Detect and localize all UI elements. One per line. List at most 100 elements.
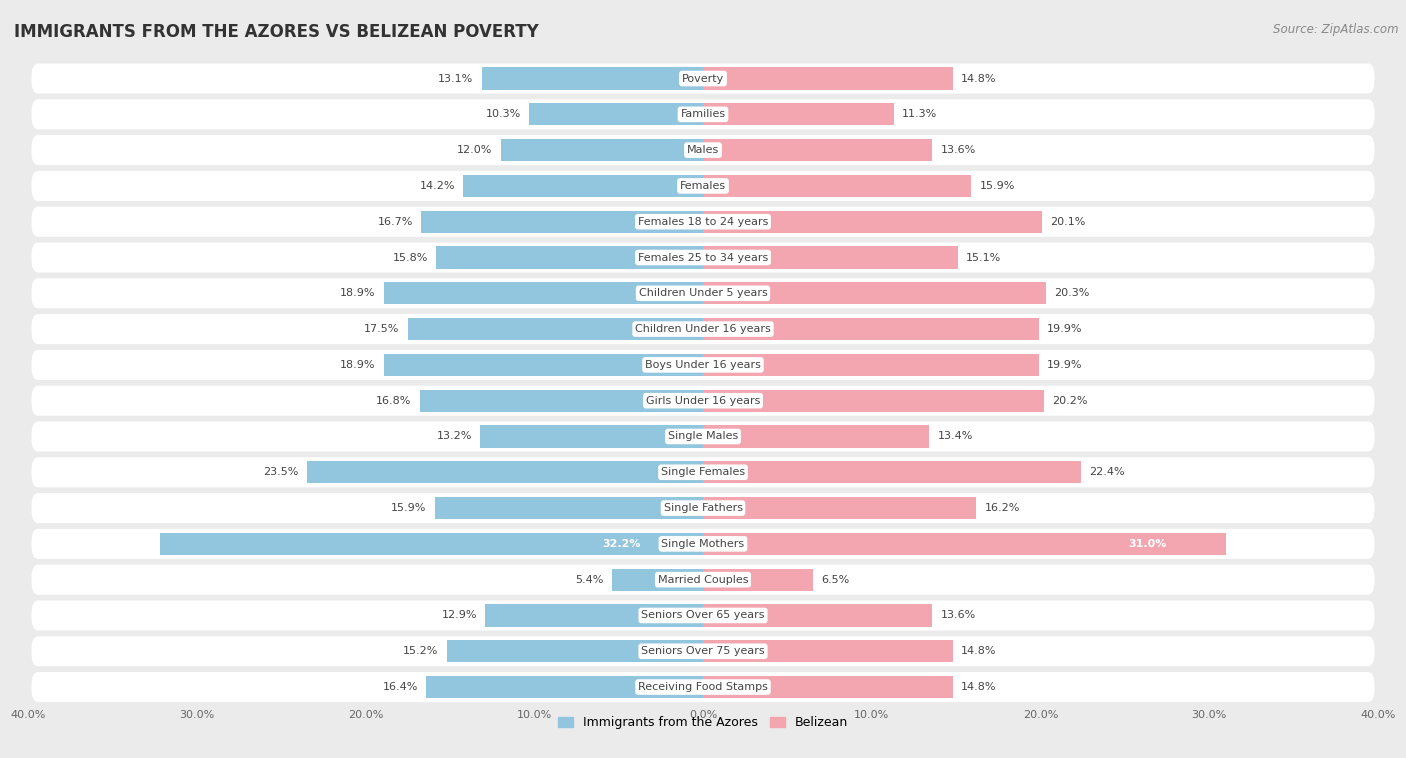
- Bar: [481, 425, 703, 447]
- Bar: [703, 318, 1039, 340]
- Text: 12.0%: 12.0%: [457, 145, 492, 155]
- Bar: [408, 318, 703, 340]
- Text: 14.8%: 14.8%: [962, 647, 997, 656]
- Bar: [307, 461, 703, 484]
- Text: 15.9%: 15.9%: [391, 503, 426, 513]
- FancyBboxPatch shape: [31, 243, 1375, 273]
- Text: Seniors Over 65 years: Seniors Over 65 years: [641, 610, 765, 621]
- Text: 11.3%: 11.3%: [903, 109, 938, 119]
- FancyBboxPatch shape: [31, 64, 1375, 93]
- Text: Girls Under 16 years: Girls Under 16 years: [645, 396, 761, 406]
- Legend: Immigrants from the Azores, Belizean: Immigrants from the Azores, Belizean: [553, 711, 853, 735]
- FancyBboxPatch shape: [31, 314, 1375, 344]
- Bar: [703, 282, 1046, 305]
- Text: Children Under 16 years: Children Under 16 years: [636, 324, 770, 334]
- Text: 16.7%: 16.7%: [377, 217, 413, 227]
- Text: 20.2%: 20.2%: [1052, 396, 1088, 406]
- Text: Seniors Over 75 years: Seniors Over 75 years: [641, 647, 765, 656]
- Text: Single Males: Single Males: [668, 431, 738, 441]
- Text: 18.9%: 18.9%: [340, 288, 375, 299]
- FancyBboxPatch shape: [31, 600, 1375, 631]
- Text: 15.1%: 15.1%: [966, 252, 1001, 262]
- FancyBboxPatch shape: [31, 672, 1375, 702]
- Text: 6.5%: 6.5%: [821, 575, 849, 584]
- FancyBboxPatch shape: [31, 457, 1375, 487]
- Text: 13.6%: 13.6%: [941, 610, 976, 621]
- Bar: [703, 641, 953, 662]
- Text: 32.2%: 32.2%: [602, 539, 641, 549]
- Text: 23.5%: 23.5%: [263, 467, 298, 478]
- Bar: [422, 211, 703, 233]
- Bar: [485, 604, 703, 627]
- Bar: [703, 461, 1081, 484]
- Text: 13.2%: 13.2%: [436, 431, 472, 441]
- Text: Children Under 5 years: Children Under 5 years: [638, 288, 768, 299]
- Text: Single Mothers: Single Mothers: [661, 539, 745, 549]
- Bar: [703, 354, 1039, 376]
- FancyBboxPatch shape: [31, 529, 1375, 559]
- FancyBboxPatch shape: [31, 421, 1375, 452]
- FancyBboxPatch shape: [31, 565, 1375, 595]
- Bar: [464, 175, 703, 197]
- Text: 17.5%: 17.5%: [364, 324, 399, 334]
- Bar: [501, 139, 703, 161]
- Bar: [703, 67, 953, 89]
- FancyBboxPatch shape: [31, 636, 1375, 666]
- Bar: [703, 676, 953, 698]
- FancyBboxPatch shape: [31, 171, 1375, 201]
- Text: 13.1%: 13.1%: [439, 74, 474, 83]
- FancyBboxPatch shape: [31, 135, 1375, 165]
- FancyBboxPatch shape: [31, 493, 1375, 523]
- Text: 14.2%: 14.2%: [419, 181, 456, 191]
- Text: Families: Families: [681, 109, 725, 119]
- Bar: [703, 103, 894, 125]
- Text: 13.6%: 13.6%: [941, 145, 976, 155]
- FancyBboxPatch shape: [31, 207, 1375, 236]
- Text: IMMIGRANTS FROM THE AZORES VS BELIZEAN POVERTY: IMMIGRANTS FROM THE AZORES VS BELIZEAN P…: [14, 23, 538, 41]
- Text: Poverty: Poverty: [682, 74, 724, 83]
- Bar: [703, 139, 932, 161]
- Text: 20.1%: 20.1%: [1050, 217, 1085, 227]
- Text: Married Couples: Married Couples: [658, 575, 748, 584]
- Text: 19.9%: 19.9%: [1047, 324, 1083, 334]
- Bar: [612, 568, 703, 590]
- Text: 16.8%: 16.8%: [375, 396, 411, 406]
- Text: Single Fathers: Single Fathers: [664, 503, 742, 513]
- Bar: [703, 175, 972, 197]
- Bar: [703, 604, 932, 627]
- Text: 31.0%: 31.0%: [1129, 539, 1167, 549]
- Bar: [447, 641, 703, 662]
- Bar: [482, 67, 703, 89]
- Bar: [426, 676, 703, 698]
- FancyBboxPatch shape: [31, 350, 1375, 380]
- FancyBboxPatch shape: [31, 278, 1375, 309]
- Text: 12.9%: 12.9%: [441, 610, 477, 621]
- Text: 16.2%: 16.2%: [984, 503, 1021, 513]
- Text: 19.9%: 19.9%: [1047, 360, 1083, 370]
- Text: 14.8%: 14.8%: [962, 74, 997, 83]
- Bar: [703, 568, 813, 590]
- Bar: [703, 246, 957, 268]
- Bar: [703, 533, 1226, 555]
- Text: Single Females: Single Females: [661, 467, 745, 478]
- Bar: [703, 390, 1043, 412]
- Text: 22.4%: 22.4%: [1090, 467, 1125, 478]
- Text: 18.9%: 18.9%: [340, 360, 375, 370]
- Text: Males: Males: [688, 145, 718, 155]
- Bar: [384, 282, 703, 305]
- Bar: [703, 497, 976, 519]
- Bar: [160, 533, 703, 555]
- Bar: [703, 211, 1042, 233]
- Text: 10.3%: 10.3%: [485, 109, 520, 119]
- Text: 20.3%: 20.3%: [1054, 288, 1090, 299]
- Text: 14.8%: 14.8%: [962, 682, 997, 692]
- Text: 5.4%: 5.4%: [575, 575, 603, 584]
- Text: 15.9%: 15.9%: [980, 181, 1015, 191]
- Text: Females: Females: [681, 181, 725, 191]
- Text: 16.4%: 16.4%: [382, 682, 418, 692]
- Bar: [529, 103, 703, 125]
- FancyBboxPatch shape: [31, 386, 1375, 415]
- Text: 13.4%: 13.4%: [938, 431, 973, 441]
- Text: Females 18 to 24 years: Females 18 to 24 years: [638, 217, 768, 227]
- Bar: [434, 497, 703, 519]
